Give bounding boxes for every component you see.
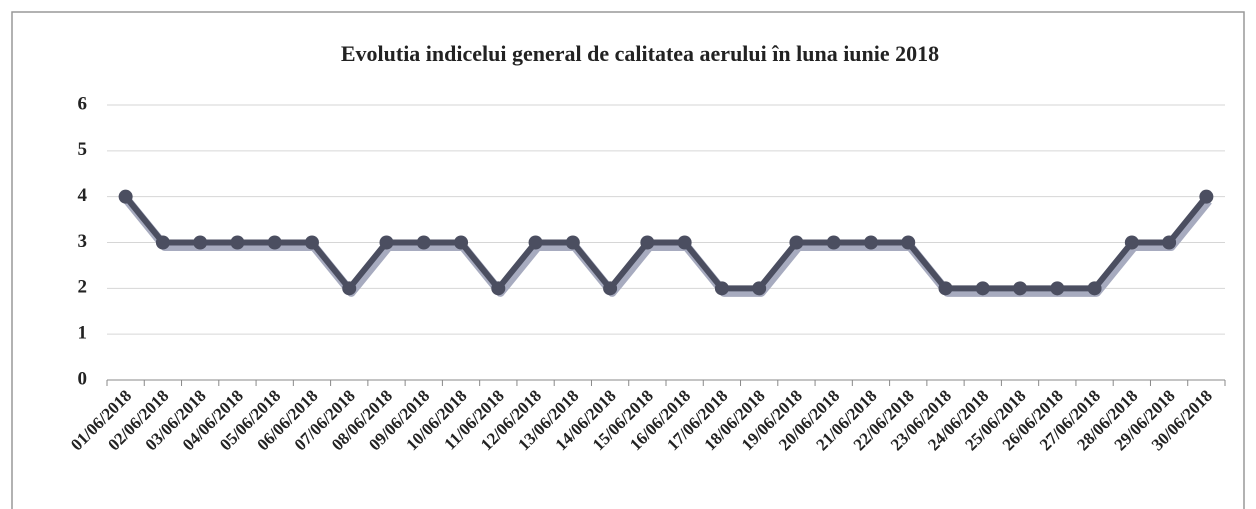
- marker: [267, 235, 282, 250]
- marker: [603, 281, 618, 296]
- y-tick-label: 5: [78, 139, 88, 160]
- y-tick-label: 6: [78, 93, 88, 114]
- marker: [1050, 281, 1065, 296]
- marker: [901, 235, 916, 250]
- chart-border: [11, 11, 1245, 509]
- marker: [118, 189, 133, 204]
- marker: [454, 235, 469, 250]
- marker: [155, 235, 170, 250]
- marker: [826, 235, 841, 250]
- marker: [565, 235, 580, 250]
- marker: [789, 235, 804, 250]
- marker: [975, 281, 990, 296]
- marker: [528, 235, 543, 250]
- marker: [938, 281, 953, 296]
- chart-title: Evolutia indicelui general de calitatea …: [341, 41, 939, 66]
- marker: [752, 281, 767, 296]
- y-tick-label: 0: [78, 368, 88, 389]
- y-tick-label: 1: [78, 323, 88, 344]
- marker: [416, 235, 431, 250]
- marker: [1013, 281, 1028, 296]
- marker: [863, 235, 878, 250]
- marker: [1199, 189, 1214, 204]
- marker: [304, 235, 319, 250]
- marker: [230, 235, 245, 250]
- marker: [677, 235, 692, 250]
- y-tick-label: 4: [78, 185, 88, 206]
- y-tick-label: 2: [78, 277, 88, 298]
- marker: [193, 235, 208, 250]
- marker: [1124, 235, 1139, 250]
- marker: [640, 235, 655, 250]
- marker: [491, 281, 506, 296]
- marker: [714, 281, 729, 296]
- marker: [379, 235, 394, 250]
- marker: [342, 281, 357, 296]
- marker: [1162, 235, 1177, 250]
- y-tick-label: 3: [78, 231, 88, 252]
- marker: [1087, 281, 1102, 296]
